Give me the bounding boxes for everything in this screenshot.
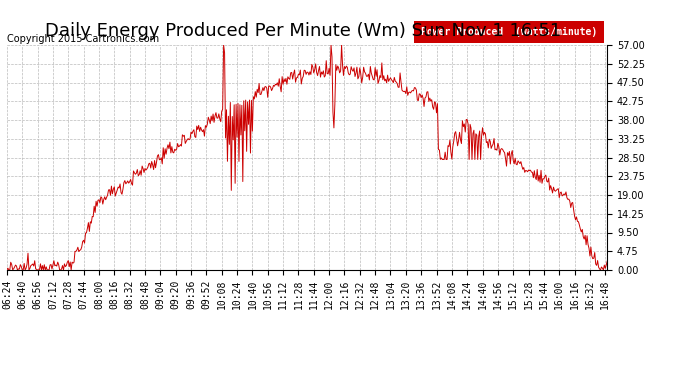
- Text: Daily Energy Produced Per Minute (Wm) Sun Nov 1 16:51: Daily Energy Produced Per Minute (Wm) Su…: [46, 22, 562, 40]
- Text: Copyright 2015 Cartronics.com: Copyright 2015 Cartronics.com: [7, 34, 159, 44]
- Text: Power Produced  (watts/minute): Power Produced (watts/minute): [421, 27, 597, 37]
